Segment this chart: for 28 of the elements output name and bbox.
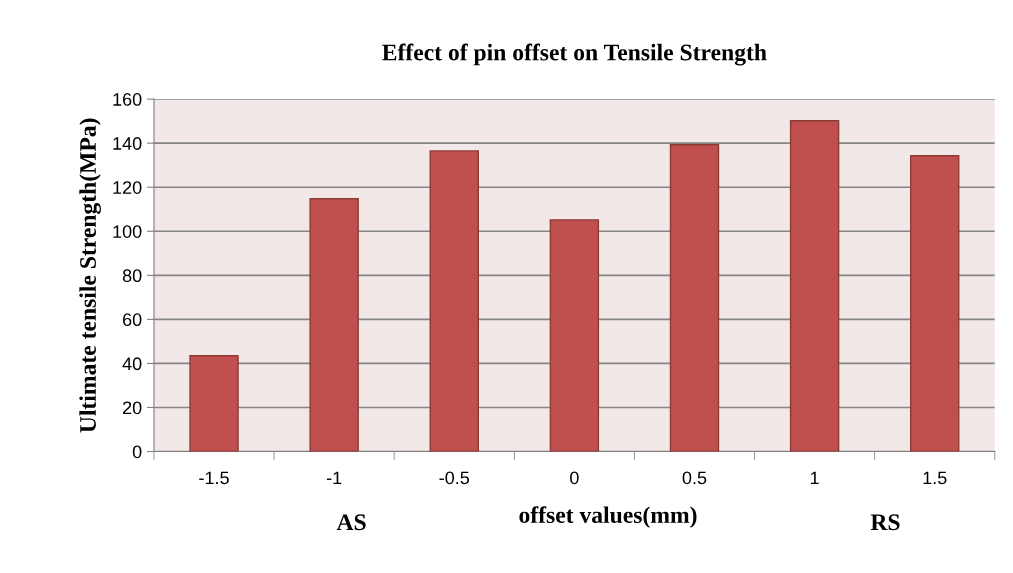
x-tick-label: 0	[570, 471, 579, 485]
y-tick-label: 140	[113, 137, 142, 150]
bar	[309, 197, 359, 452]
x-tick-label: -1	[326, 471, 342, 485]
y-tick-label: 20	[123, 401, 142, 415]
x-tick-label: 0.5	[682, 471, 707, 485]
y-tick-label: 40	[122, 357, 142, 371]
y-tick-label: 80	[122, 269, 142, 283]
x-tick-label: 1.5	[923, 471, 947, 485]
y-axis-title: Ultimate tensile Strength(MPa)	[79, 118, 101, 433]
x-axis-title: offset values(mm)	[519, 506, 697, 528]
y-tick-label: 160	[113, 93, 142, 106]
bar	[909, 155, 960, 452]
bar	[189, 355, 239, 452]
y-tick-label: 100	[113, 225, 142, 238]
y-tick-label: 60	[123, 313, 142, 327]
x-tick-label: -0.5	[439, 471, 470, 485]
x-tick-label: -1.5	[199, 471, 229, 485]
chart-title: Effect of pin offset on Tensile Strength	[382, 43, 767, 66]
text: AS	[336, 514, 366, 531]
y-tick-label: 120	[113, 181, 142, 194]
bar	[789, 120, 840, 452]
bar	[549, 219, 600, 452]
bar	[429, 150, 479, 452]
y-tick-label: 0	[132, 445, 142, 459]
x-tick-label: 1	[810, 471, 819, 485]
bar	[669, 144, 720, 452]
text: RS	[870, 514, 900, 531]
